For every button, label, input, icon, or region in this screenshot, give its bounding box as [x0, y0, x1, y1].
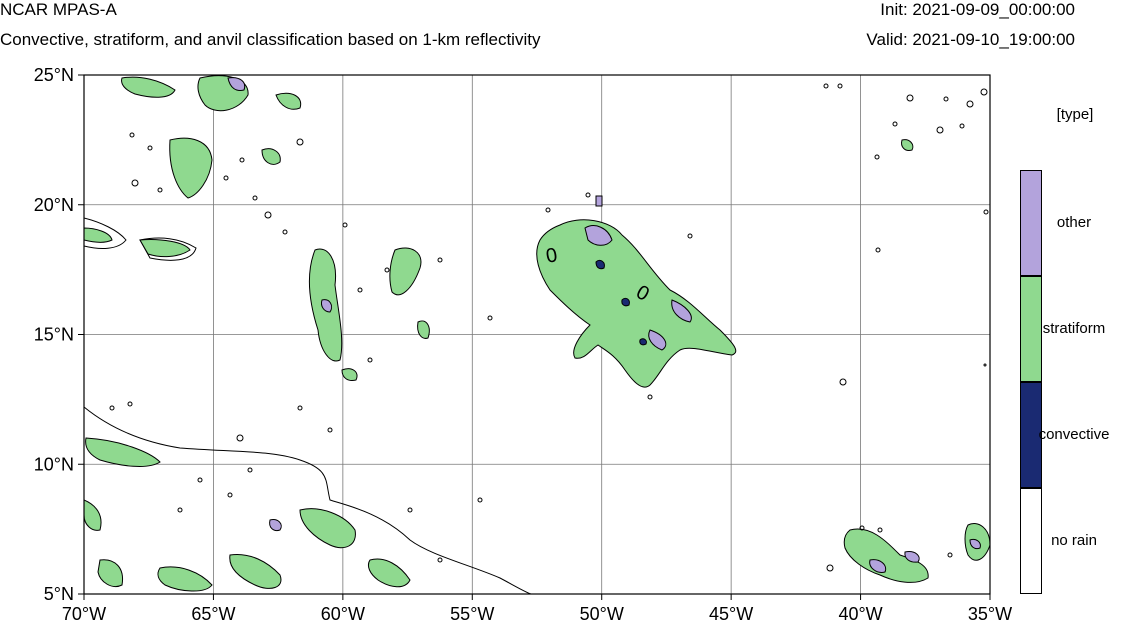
lon-tick-label: 40°W: [838, 604, 882, 624]
legend-swatch-no-rain: [1020, 488, 1042, 594]
legend-swatch-other: [1020, 170, 1042, 276]
scattered-contours: [109, 83, 989, 572]
model-title: NCAR MPAS-A: [0, 0, 117, 19]
map-subtitle: Convective, stratiform, and anvil classi…: [0, 30, 541, 49]
coastline-island-a: [139, 237, 197, 261]
init-time: Init: 2021-09-09_00:00:00: [880, 0, 1075, 19]
axis-ticks: 70°W 65°W 60°W 55°W 50°W 45°W 40°W 35°W 5°N 10°N 1…: [34, 65, 1012, 624]
map-features: 0 0: [84, 75, 990, 594]
contour-label: 0: [544, 244, 559, 268]
lat-tick-label: 20°N: [34, 195, 74, 215]
lon-tick-label: 50°W: [580, 604, 624, 624]
legend-label: stratiform: [1042, 320, 1106, 337]
precip-cluster-islands: [308, 247, 430, 381]
precip-cluster-south: [84, 437, 411, 592]
precip-cluster-east: [843, 139, 990, 583]
lat-tick-label: 25°N: [34, 65, 74, 85]
legend-label: no rain: [1051, 532, 1097, 549]
legend-label: convective: [1038, 426, 1110, 443]
lat-tick-label: 15°N: [34, 325, 74, 345]
valid-time: Valid: 2021-09-10_19:00:00: [866, 30, 1075, 49]
precip-cluster-northwest: [84, 75, 302, 258]
legend-title: [type]: [1056, 106, 1094, 123]
lon-tick-label: 45°W: [709, 604, 753, 624]
gridlines: [83, 74, 991, 595]
legend-swatch-convective: [1020, 382, 1042, 488]
lon-tick-label: 55°W: [450, 604, 494, 624]
coastline-south-america: [84, 406, 532, 594]
lon-tick-label: 35°W: [968, 604, 1012, 624]
lon-tick-label: 70°W: [62, 604, 106, 624]
legend-swatch-stratiform: [1020, 276, 1042, 382]
lat-tick-label: 5°N: [44, 584, 74, 604]
lon-tick-label: 60°W: [321, 604, 365, 624]
precip-cluster-central: [536, 195, 737, 388]
lon-tick-label: 65°W: [191, 604, 235, 624]
legend-label: other: [1056, 214, 1092, 231]
coastline-antilles: [84, 217, 127, 249]
lat-tick-label: 10°N: [34, 454, 74, 474]
